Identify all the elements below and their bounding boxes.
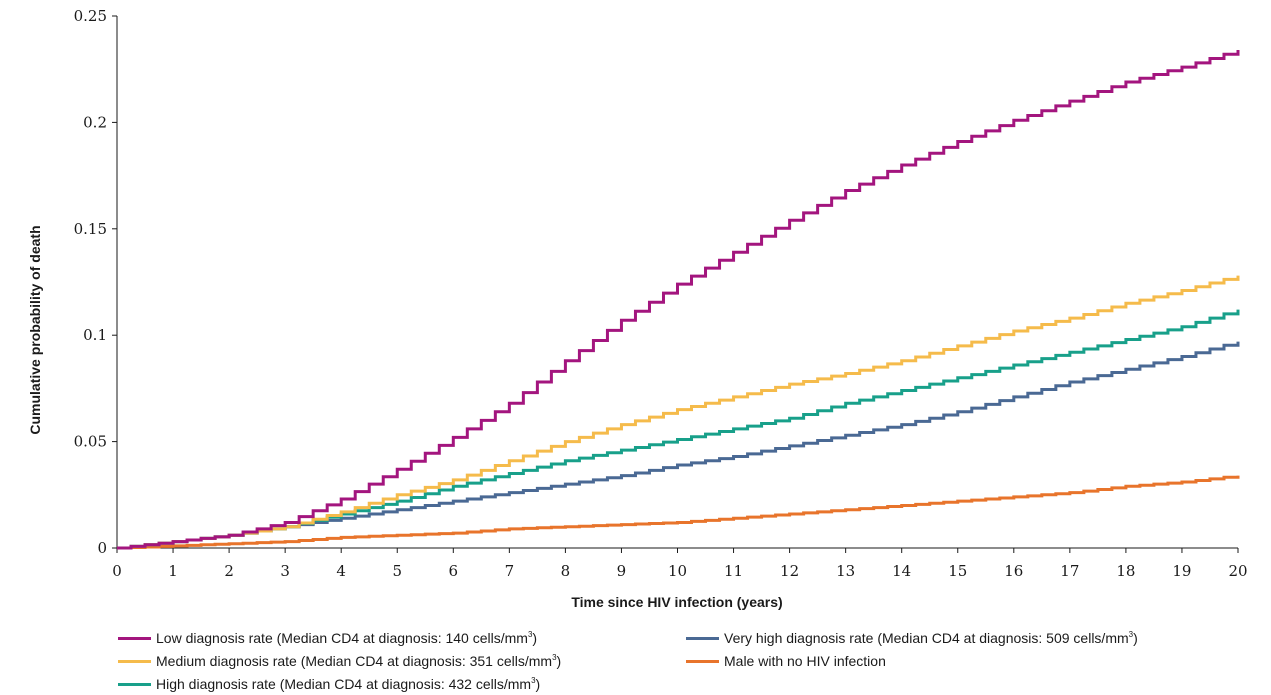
series-line-3 <box>117 341 1240 550</box>
y-tick-label: 0.05 <box>74 433 107 451</box>
legend-swatch-no-hiv <box>686 659 719 663</box>
legend-item-no-hiv: Male with no HIV infection <box>686 651 886 671</box>
x-tick-label: 17 <box>1060 562 1079 580</box>
legend-item-very-high: Very high diagnosis rate (Median CD4 at … <box>686 628 1138 648</box>
x-tick-label: 15 <box>948 562 967 580</box>
series-line-2 <box>117 309 1240 550</box>
x-tick-label: 16 <box>1004 562 1023 580</box>
legend-swatch-very-high <box>686 636 719 640</box>
series-layer <box>117 50 1240 550</box>
x-tick-label: 1 <box>168 562 178 580</box>
x-tick-label: 9 <box>617 562 627 580</box>
x-tick-label: 3 <box>280 562 290 580</box>
series-line-1 <box>117 275 1240 550</box>
legend-item-low: Low diagnosis rate (Median CD4 at diagno… <box>118 628 537 648</box>
legend-label-no-hiv: Male with no HIV infection <box>724 653 886 669</box>
x-tick-label: 0 <box>112 562 122 580</box>
legend-swatch-medium <box>118 659 151 663</box>
x-tick-label: 6 <box>449 562 459 580</box>
y-tick-label: 0 <box>97 539 107 557</box>
legend-label-high: High diagnosis rate (Median CD4 at diagn… <box>156 676 541 692</box>
axes: 0 1 2 3 4 5 6 7 8 9 10 11 12 13 14 15 16 17 18 19 2000.050.1… <box>74 7 1248 580</box>
x-tick-label: 13 <box>836 562 855 580</box>
x-tick-label: 2 <box>224 562 234 580</box>
y-axis-title: Cumulative probability of death <box>27 225 43 434</box>
y-tick-label: 0.25 <box>74 7 107 25</box>
y-tick-label: 0.1 <box>83 326 107 344</box>
legend-swatch-low <box>118 636 151 640</box>
x-axis-title: Time since HIV infection (years) <box>571 594 782 610</box>
x-tick-label: 8 <box>561 562 571 580</box>
legend-item-high: High diagnosis rate (Median CD4 at diagn… <box>118 674 540 694</box>
x-tick-label: 10 <box>668 562 687 580</box>
x-tick-label: 4 <box>336 562 346 580</box>
y-tick-label: 0.15 <box>74 220 107 238</box>
y-tick-label: 0.2 <box>83 113 107 131</box>
legend-item-medium: Medium diagnosis rate (Median CD4 at dia… <box>118 651 561 671</box>
x-tick-label: 11 <box>724 562 743 580</box>
legend-label-low: Low diagnosis rate (Median CD4 at diagno… <box>156 630 538 646</box>
x-tick-label: 5 <box>392 562 402 580</box>
x-tick-label: 18 <box>1116 562 1135 580</box>
legend-label-very-high: Very high diagnosis rate (Median CD4 at … <box>724 630 1138 646</box>
x-tick-label: 19 <box>1172 562 1191 580</box>
series-line-4 <box>117 475 1240 550</box>
series-line-0 <box>117 50 1240 550</box>
x-tick-label: 12 <box>780 562 799 580</box>
legend-label-medium: Medium diagnosis rate (Median CD4 at dia… <box>156 653 562 669</box>
x-tick-label: 20 <box>1228 562 1247 580</box>
x-tick-label: 14 <box>892 562 911 580</box>
x-tick-label: 7 <box>505 562 515 580</box>
legend-swatch-high <box>118 682 151 686</box>
